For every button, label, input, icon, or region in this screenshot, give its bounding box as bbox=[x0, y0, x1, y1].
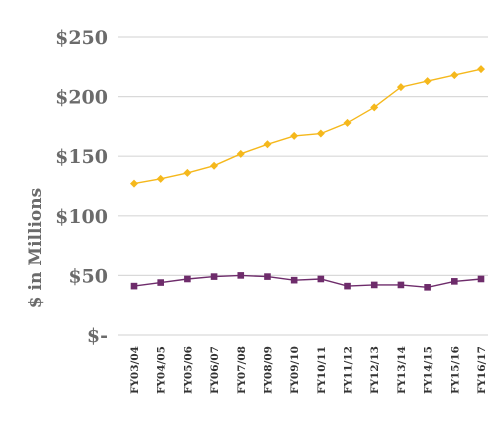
x-axis-ticks: FY03/04 FY04/05 FY05/06 FY06/07 FY07/08 FY08/… bbox=[129, 346, 488, 394]
series-1-point bbox=[396, 83, 405, 92]
x-tick-label: FY05/06 bbox=[182, 346, 194, 394]
x-tick-label: FY16/17 bbox=[476, 346, 488, 394]
x-tick-label: FY09/10 bbox=[289, 346, 301, 394]
series-2-point bbox=[424, 284, 431, 291]
series-2-point bbox=[317, 275, 325, 283]
gridlines bbox=[118, 36, 488, 336]
x-tick-label: FY10/11 bbox=[316, 346, 328, 394]
series-2-line bbox=[133, 274, 482, 289]
x-tick-label: FY04/05 bbox=[156, 346, 168, 394]
y-tick-label: $150 bbox=[55, 146, 108, 168]
series-2-point bbox=[210, 273, 218, 280]
x-tick-label: FY12/13 bbox=[369, 346, 381, 394]
series-1-point bbox=[130, 179, 138, 188]
x-tick-label: FY13/14 bbox=[396, 346, 408, 394]
series-2-point bbox=[397, 281, 405, 289]
series-1-point bbox=[156, 174, 165, 183]
series-2-point bbox=[344, 282, 351, 290]
series-1-point bbox=[263, 140, 272, 149]
series-1-point bbox=[343, 118, 352, 127]
x-tick-label: FY07/08 bbox=[236, 346, 248, 394]
x-tick-label: FY06/07 bbox=[209, 346, 221, 394]
y-tick-label: $- bbox=[87, 325, 108, 347]
series-2-point bbox=[264, 273, 271, 280]
x-tick-label: FY08/09 bbox=[262, 346, 274, 394]
series-1-line bbox=[133, 68, 482, 185]
series-1-point bbox=[290, 131, 299, 140]
y-axis-label: $ in Millions bbox=[26, 188, 46, 308]
series-2-point bbox=[237, 272, 245, 279]
x-tick-label: FY03/04 bbox=[129, 346, 141, 394]
x-tick-label: FY11/12 bbox=[343, 346, 355, 394]
series-2-point bbox=[290, 276, 298, 284]
series-1-point bbox=[183, 168, 192, 177]
series-2-point bbox=[477, 275, 485, 283]
series-1-point bbox=[477, 65, 485, 74]
series-1-point bbox=[210, 161, 219, 170]
series-lines bbox=[133, 68, 482, 289]
series-2-point bbox=[157, 279, 164, 286]
y-tick-label: $250 bbox=[55, 27, 108, 49]
series-2-point bbox=[370, 281, 378, 289]
series-markers bbox=[130, 65, 485, 291]
series-1-point bbox=[370, 103, 379, 112]
y-tick-label: $200 bbox=[55, 87, 108, 109]
x-tick-label: FY14/15 bbox=[423, 346, 435, 394]
y-tick-label: $50 bbox=[68, 265, 108, 287]
y-tick-label: $100 bbox=[55, 206, 108, 228]
series-2-point bbox=[184, 275, 191, 283]
series-2-point bbox=[451, 278, 458, 285]
y-axis-ticks: $- $50 $100 $150 $200 $250 bbox=[55, 27, 108, 347]
x-tick-label: FY15/16 bbox=[449, 346, 461, 394]
series-1-point bbox=[236, 149, 245, 158]
series-1-point bbox=[423, 77, 432, 86]
series-2-point bbox=[130, 282, 138, 290]
series-1-point bbox=[316, 129, 325, 138]
series-1-point bbox=[450, 71, 459, 80]
